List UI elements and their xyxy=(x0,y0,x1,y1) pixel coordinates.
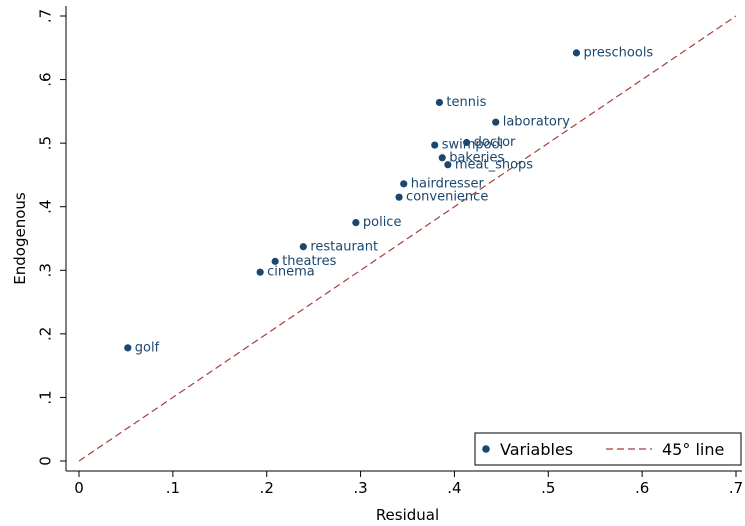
point-label-tennis: tennis xyxy=(446,95,486,110)
x-tick-label: .1 xyxy=(166,479,180,497)
point-label-golf: golf xyxy=(135,340,160,355)
point-label-meat-shops: meat_shops xyxy=(455,157,533,172)
reference-line-layer xyxy=(78,15,737,462)
data-point-laboratory xyxy=(492,118,500,126)
data-point-meat-shops xyxy=(444,161,452,169)
y-tick-label: .7 xyxy=(37,9,55,23)
data-point-preschools xyxy=(572,49,581,57)
point-label-police: police xyxy=(363,215,402,230)
data-point-doctor xyxy=(463,138,471,147)
y-tick-label: 0 xyxy=(37,456,55,466)
x-tick-label: .5 xyxy=(541,479,555,497)
x-tick-label: .6 xyxy=(635,479,649,497)
x-tick-label: 0 xyxy=(74,479,84,497)
y-tick-label: .3 xyxy=(37,263,55,277)
data-point-police xyxy=(352,219,360,227)
data-point-hairdresser xyxy=(400,180,408,188)
data-point-theatres xyxy=(271,257,279,265)
axes: 0 .1 .2 .3 .4 .5 .6 .7 0 .1 .2 .3 .4 .5 .6 .7 xyxy=(37,6,743,497)
point-label-cinema: cinema xyxy=(267,265,315,280)
x-axis-title: Residual xyxy=(376,506,439,524)
legend: Variables 45° line xyxy=(474,432,742,466)
y-tick-label: .6 xyxy=(37,72,55,86)
point-label-doctor: doctor xyxy=(474,135,516,150)
point-label-bakeries: bakeries xyxy=(449,150,504,165)
legend-label-variables: Variables xyxy=(500,440,573,459)
data-point-convenience xyxy=(395,193,403,201)
point-label-theatres: theatres xyxy=(282,254,336,269)
y-axis-title: Endogenous xyxy=(11,192,29,285)
point-label-swimpool: swimpool xyxy=(442,138,503,153)
point-label-convenience: convenience xyxy=(406,190,488,205)
y-tick-label: .1 xyxy=(37,390,55,404)
x-tick-label: .4 xyxy=(447,479,461,497)
y-tick-label: .5 xyxy=(37,136,55,150)
data-point-bakeries xyxy=(438,154,446,162)
x-tick-label: .3 xyxy=(353,479,367,497)
data-point-tennis xyxy=(435,98,444,107)
data-point-restaurant xyxy=(299,243,307,251)
point-label-restaurant: restaurant xyxy=(310,239,378,254)
x-tick-label: .2 xyxy=(260,479,274,497)
point-label-preschools: preschools xyxy=(583,45,653,60)
legend-box xyxy=(474,432,742,466)
legend-marker-variables xyxy=(482,445,490,453)
point-label-hairdresser: hairdresser xyxy=(411,176,485,191)
x-tick-label: .7 xyxy=(729,479,743,497)
data-point-swimpool xyxy=(431,141,439,149)
data-point-cinema xyxy=(256,268,264,276)
y-tick-label: .4 xyxy=(37,200,55,214)
point-label-laboratory: laboratory xyxy=(503,115,570,130)
legend-label-45-line: 45° line xyxy=(662,440,724,459)
y-tick-label: .2 xyxy=(37,327,55,341)
reference-line-45 xyxy=(78,15,737,462)
data-point-golf xyxy=(124,344,132,352)
